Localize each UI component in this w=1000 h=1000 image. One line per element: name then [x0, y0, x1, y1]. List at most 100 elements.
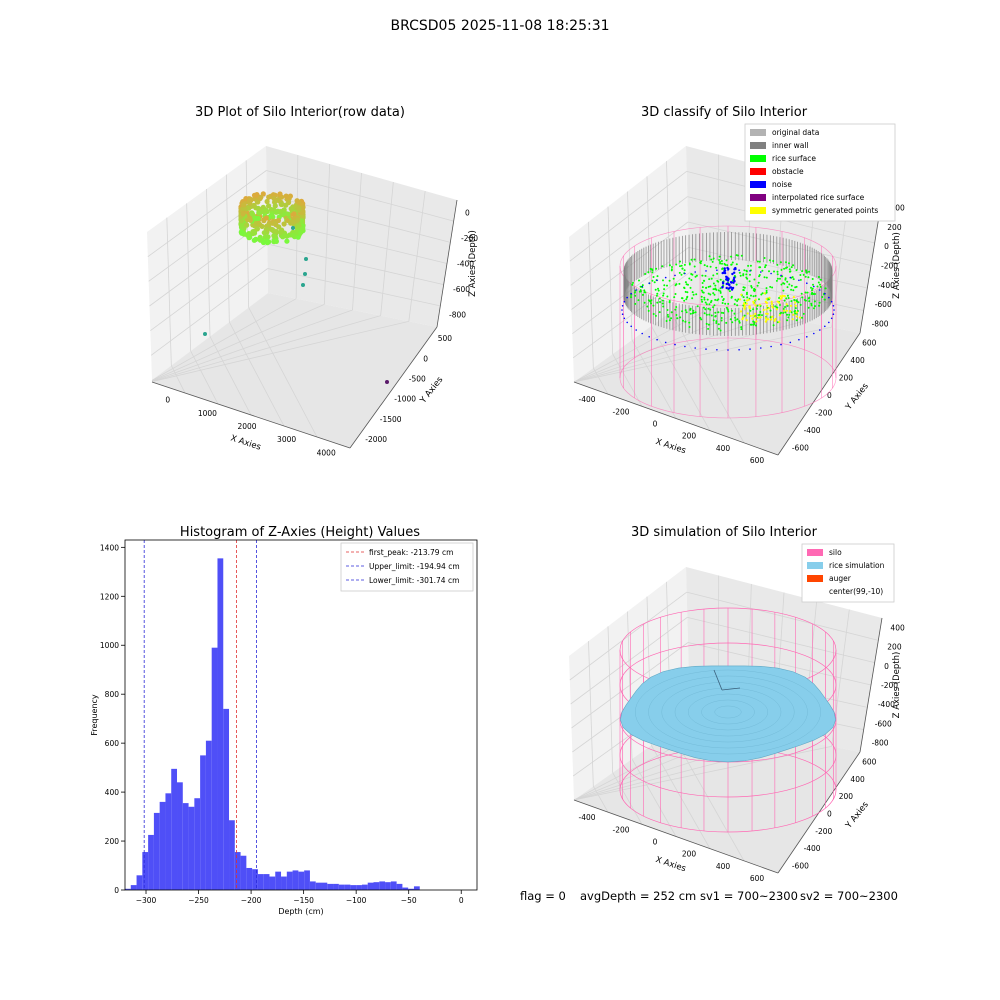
x-tick-label: −250	[188, 896, 209, 905]
rice-surface-point	[643, 289, 646, 292]
raw-point	[273, 238, 279, 244]
noise-point	[830, 300, 833, 303]
x-tick-label: 400	[716, 862, 731, 871]
noise-point	[731, 272, 734, 276]
rice-surface-point	[680, 273, 683, 276]
rice-surface-point	[763, 276, 766, 279]
rice-surface-point	[758, 274, 761, 276]
symmetric-point	[762, 308, 765, 312]
noise-point	[725, 286, 728, 290]
rice-surface-point	[782, 312, 785, 314]
noise-point	[705, 348, 707, 350]
rice-surface-point	[756, 260, 759, 263]
rice-surface-point	[795, 269, 798, 272]
rice-surface-point	[701, 286, 704, 289]
y-tick-label: -600	[792, 443, 809, 452]
raw-point	[251, 237, 257, 243]
rice-surface-point	[701, 300, 704, 303]
rice-surface-point	[786, 286, 789, 289]
legend-label: first_peak: -213.79 cm	[369, 548, 453, 557]
grid-line	[569, 171, 687, 262]
x-axis-label: X Axies	[229, 433, 262, 452]
rice-surface-point	[719, 261, 721, 263]
raw-point	[264, 198, 270, 205]
rice-surface-point	[780, 268, 783, 271]
figure-title: BRCSD05 2025-11-08 18:25:31	[390, 18, 610, 34]
y-tick-label: -1000	[394, 395, 416, 404]
rice-surface-point	[708, 313, 711, 316]
noise-point	[780, 343, 782, 346]
noise-point	[738, 269, 740, 272]
raw-point	[265, 234, 271, 240]
rice-surface-point	[710, 258, 713, 261]
rice-surface-point	[736, 318, 739, 321]
noise-point	[733, 268, 736, 271]
rice-surface-point	[693, 258, 696, 261]
y-tick-label: 800	[105, 690, 120, 699]
rice-surface-point	[719, 262, 722, 265]
rice-surface-point	[787, 297, 790, 299]
rice-surface-point	[814, 305, 816, 308]
raw-point	[250, 222, 256, 228]
symmetric-point	[755, 320, 758, 323]
rice-surface-point	[719, 278, 722, 281]
y-tick-label: -400	[804, 426, 821, 435]
rice-surface-point	[813, 307, 815, 310]
rice-surface-point	[688, 263, 691, 266]
symmetric-point	[754, 316, 757, 319]
rice-surface-point	[704, 301, 707, 304]
rice-surface-point	[668, 264, 671, 267]
z-axis-label: Z Axies (Depth)	[468, 230, 478, 297]
y-axis-label: Y Axies	[843, 381, 871, 413]
y-tick-label: 1000	[100, 641, 119, 650]
rice-surface-point	[775, 279, 778, 282]
rice-surface-point	[794, 309, 797, 312]
z-tick-label: 400	[890, 624, 905, 633]
noise-point	[806, 336, 808, 338]
chart-title: Histogram of Z-Axies (Height) Values	[180, 525, 420, 540]
rice-surface-point	[730, 255, 733, 258]
rice-surface-point	[790, 311, 793, 314]
rice-surface-point	[784, 311, 787, 314]
grid-line	[151, 303, 325, 382]
rice-surface-point	[784, 278, 787, 281]
y-axis-label: Y Axies	[843, 800, 871, 832]
histogram-bar	[402, 887, 409, 890]
legend-swatch	[807, 575, 823, 582]
raw-outlier-point	[385, 380, 389, 384]
back-right-pane	[266, 146, 457, 327]
rice-surface-point	[667, 315, 670, 318]
grid-line	[592, 786, 609, 813]
rice-surface-point	[691, 273, 694, 276]
rice-surface-point	[662, 305, 665, 308]
rice-surface-point	[750, 286, 753, 289]
rice-surface-point	[705, 286, 708, 289]
rice-surface-point	[739, 274, 742, 277]
rice-surface-point	[655, 294, 658, 297]
rice-surface-point	[709, 293, 712, 296]
rice-surface-point	[701, 291, 704, 294]
histogram-bar	[182, 803, 189, 890]
rice-surface-point	[718, 255, 721, 258]
grid-line	[151, 320, 409, 383]
rice-surface-point	[690, 279, 693, 281]
rice-surface-point	[689, 286, 692, 289]
rice-surface-point	[795, 319, 798, 322]
legend-label: silo	[829, 548, 842, 557]
rice-surface-point	[726, 308, 729, 311]
rice-surface-point	[652, 304, 655, 307]
noise-point	[705, 270, 707, 272]
noise-point	[749, 348, 751, 350]
y-tick-label: 400	[105, 788, 120, 797]
rice-surface-point	[717, 311, 720, 314]
raw-outlier-point	[303, 272, 307, 276]
rice-surface-point	[790, 300, 793, 303]
grid-line	[573, 320, 804, 383]
noise-point	[723, 267, 726, 270]
rice-surface-point	[769, 285, 772, 288]
histogram-bar	[350, 885, 357, 890]
rice-surface-point	[818, 301, 821, 304]
histogram-bar	[396, 883, 403, 890]
rice-surface-point	[653, 281, 656, 284]
histogram-bar	[390, 881, 397, 890]
